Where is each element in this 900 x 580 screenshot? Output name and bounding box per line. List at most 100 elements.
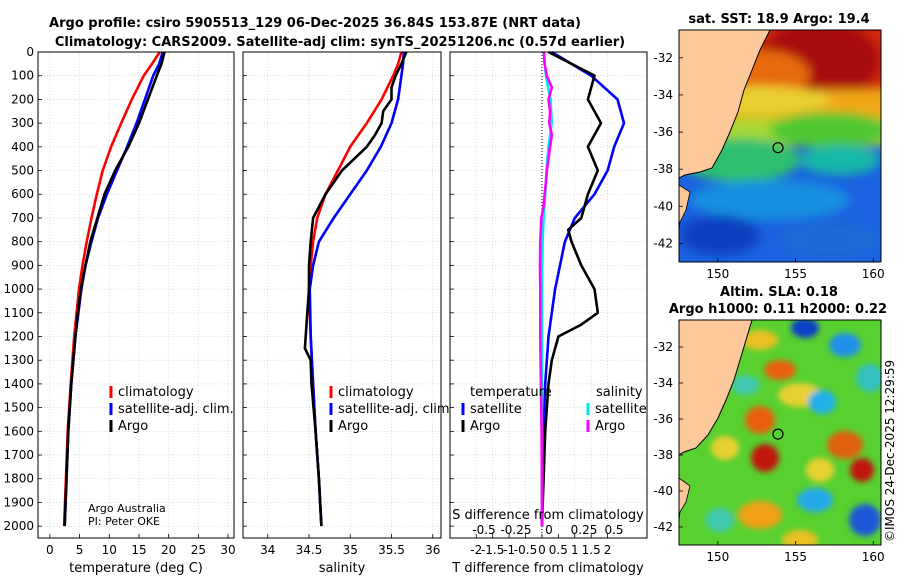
credit-org: Argo Australia [88, 502, 166, 515]
y-tick-label: 600 [11, 187, 34, 201]
y-tick-label: 500 [11, 164, 34, 178]
salinity-axes-box [242, 51, 442, 539]
legend-title-temperature: temperature [470, 385, 552, 400]
x-tick-label: 35 [343, 543, 358, 557]
y-tick-label: 900 [11, 258, 34, 272]
difference-panel: -2-1.5-1-0.5 0 0.5 1 1.5 2 T difference from … [449, 50, 648, 576]
lon-tick-label: 150 [706, 267, 729, 281]
y-tick-label: 100 [11, 69, 34, 83]
x-tick-label: 2 [604, 543, 612, 557]
y-tick-label: 2000 [3, 519, 34, 533]
x-tick-label: 36 [425, 543, 440, 557]
x-tick-label: 1.5 [582, 543, 601, 557]
lat-tick-label: -40 [653, 199, 673, 213]
land-mass [679, 184, 691, 231]
s-tick-label: 0 [545, 523, 553, 537]
x-tick-label: 15 [131, 543, 146, 557]
legend-label-t-argo: Argo [470, 419, 500, 434]
credit-pi: PI: Peter OKE [88, 515, 160, 528]
s-tick-label: 0.25 [571, 523, 598, 537]
x-tick-label: -1 [503, 543, 515, 557]
y-tick-label: 1500 [3, 401, 34, 415]
temperature-axes-box [37, 51, 235, 539]
temperature-xlabel: temperature (deg C) [69, 561, 203, 576]
x-tick-label: 35.5 [378, 543, 405, 557]
sla-map-title-1: Altim. SLA: 0.18 [720, 285, 838, 300]
temperature-panel: 0 5 10 15 20 25 30 0 100 200 300 400 500 600 700 800 90… [3, 45, 235, 576]
lon-tick-label: 160 [862, 550, 885, 564]
title-line-1: Argo profile: csiro 5905513_129 06-Dec-2… [49, 16, 581, 31]
s-difference-xlabel: S difference from climatology [452, 508, 644, 523]
y-tick-label: 1700 [3, 448, 34, 462]
lat-tick-label: -42 [653, 236, 673, 250]
y-tick-label: 300 [11, 116, 34, 130]
x-tick-label: 25 [191, 543, 206, 557]
series-line-t-argo [540, 50, 603, 527]
y-tick-label: 800 [11, 235, 34, 249]
legend-label-t-satellite: satellite [470, 402, 522, 417]
lat-tick-label: -34 [653, 376, 673, 390]
lat-tick-label: -34 [653, 88, 673, 102]
legend-title-salinity: salinity [596, 385, 643, 400]
y-tick-label: 1000 [3, 282, 34, 296]
difference-legend: temperature salinity satellite Argo sate… [461, 385, 647, 434]
x-tick-label: 0.5 [549, 543, 568, 557]
lon-tick-label: 155 [784, 267, 807, 281]
lat-tick-label: -42 [653, 520, 673, 534]
series-line-s-argo [538, 51, 554, 527]
legend-label-satellite: satellite-adj. clim. [338, 402, 454, 417]
x-tick-label: -0.5 [514, 543, 537, 557]
lat-tick-label: -40 [653, 484, 673, 498]
y-tick-label: 400 [11, 140, 34, 154]
x-tick-label: 34.5 [296, 543, 323, 557]
y-tick-label: 1300 [3, 353, 34, 367]
x-tick-label: 34 [260, 543, 275, 557]
x-tick-label: 1 [571, 543, 579, 557]
legend-label-s-argo: Argo [595, 419, 625, 434]
title-line-2: Climatology: CARS2009. Satellite-adj cli… [55, 35, 625, 50]
sst-map: sat. SST: 18.9 Argo: 19.4 150 155 1 [653, 12, 885, 281]
x-tick-label: 0 [538, 543, 546, 557]
x-tick-label: 20 [161, 543, 176, 557]
land-mass [679, 477, 691, 521]
temperature-legend: climatology satellite-adj. clim. Argo [109, 385, 234, 434]
lon-tick-label: 160 [862, 267, 885, 281]
salinity-xlabel: salinity [319, 561, 366, 576]
y-tick-label: 700 [11, 211, 34, 225]
y-tick-label: 1400 [3, 377, 34, 391]
lat-tick-label: -38 [653, 162, 673, 176]
lat-tick-label: -32 [653, 340, 673, 354]
sla-map-title-2: Argo h1000: 0.11 h2000: 0.22 [669, 302, 887, 317]
series-line-argo [303, 51, 408, 527]
y-tick-label: 1900 [3, 495, 34, 509]
lat-tick-label: -32 [653, 51, 673, 65]
t-difference-xlabel: T difference from climatology [451, 561, 644, 576]
y-tick-label: 1600 [3, 424, 34, 438]
series-line-t-satellite [540, 50, 626, 527]
lat-tick-label: -36 [653, 412, 673, 426]
x-tick-label: 30 [220, 543, 235, 557]
x-tick-label: 10 [102, 543, 117, 557]
series-line-argo [63, 51, 166, 527]
y-tick-label: 200 [11, 92, 34, 106]
s-tick-label: 0.5 [604, 523, 623, 537]
s-difference-top-ticks: -0.5 -0.25 0 0.25 0.5 [472, 523, 623, 537]
y-tick-label: 1800 [3, 472, 34, 486]
x-tick-label: 0 [46, 543, 54, 557]
argo-position-marker [772, 428, 784, 440]
lon-tick-label: 150 [706, 550, 729, 564]
difference-axes-box [449, 51, 648, 539]
land-mass [679, 30, 771, 179]
x-tick-label: 5 [76, 543, 84, 557]
salinity-legend: climatology satellite-adj. clim. Argo [329, 385, 454, 434]
legend-label-argo: Argo [338, 419, 368, 434]
salinity-panel: 34 34.5 35 35.5 36 salinity climatology sate… [242, 51, 454, 576]
s-tick-label: -0.25 [500, 523, 531, 537]
s-tick-label: -0.5 [472, 523, 495, 537]
land-mass [679, 320, 753, 456]
x-tick-label: -1.5 [481, 543, 504, 557]
lat-tick-label: -36 [653, 125, 673, 139]
sla-field [679, 320, 881, 545]
sla-map: Altim. SLA: 0.18 Argo h1000: 0.11 h2000:… [653, 285, 887, 564]
